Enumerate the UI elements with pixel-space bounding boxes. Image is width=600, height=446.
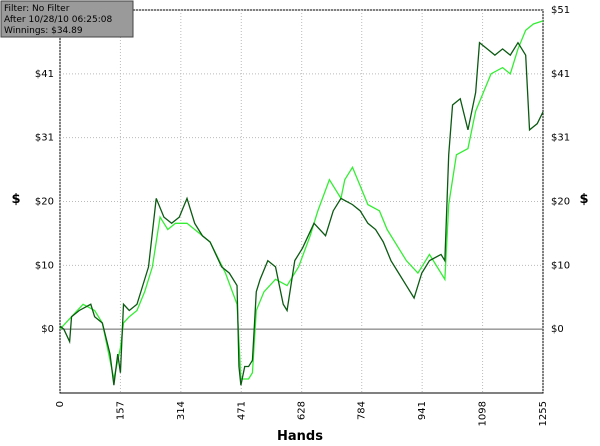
y-tick-label: $10 xyxy=(35,260,54,271)
y-tick-label-right: $10 xyxy=(551,260,570,271)
x-tick-label: 314 xyxy=(176,401,187,420)
x-tick-label: 941 xyxy=(417,401,428,420)
y-tick-label: $31 xyxy=(35,133,54,144)
info-line: Filter: No Filter xyxy=(4,4,70,14)
y-tick-label-right: $41 xyxy=(551,69,570,80)
info-line: Winnings: $34.89 xyxy=(4,26,83,36)
series-line xyxy=(59,20,544,380)
series-line xyxy=(59,41,544,386)
y-tick-label-right: $31 xyxy=(551,133,570,144)
y-tick-label: $0 xyxy=(41,324,54,335)
y-tick-label: $20 xyxy=(35,197,54,208)
y-axis-label: $ xyxy=(11,192,20,207)
y-tick-label-right: $51 xyxy=(551,5,570,16)
y-tick-label: $41 xyxy=(35,69,54,80)
x-tick-label: 1098 xyxy=(478,401,489,426)
x-tick-label: 471 xyxy=(236,401,247,420)
info-line: After 10/28/10 06:25:08 xyxy=(4,15,112,25)
x-tick-label: 784 xyxy=(357,401,368,420)
y-tick-label-right: $0 xyxy=(551,324,564,335)
info-box-bg xyxy=(0,0,134,38)
x-tick-label: 1255 xyxy=(538,401,549,426)
y-tick-label-right: $20 xyxy=(551,197,570,208)
y-axis-label-right: $ xyxy=(579,192,588,207)
x-tick-label: 0 xyxy=(55,401,66,407)
x-tick-label: 157 xyxy=(115,401,126,420)
x-tick-label: 628 xyxy=(297,401,308,420)
x-axis-label: Hands xyxy=(277,429,323,444)
